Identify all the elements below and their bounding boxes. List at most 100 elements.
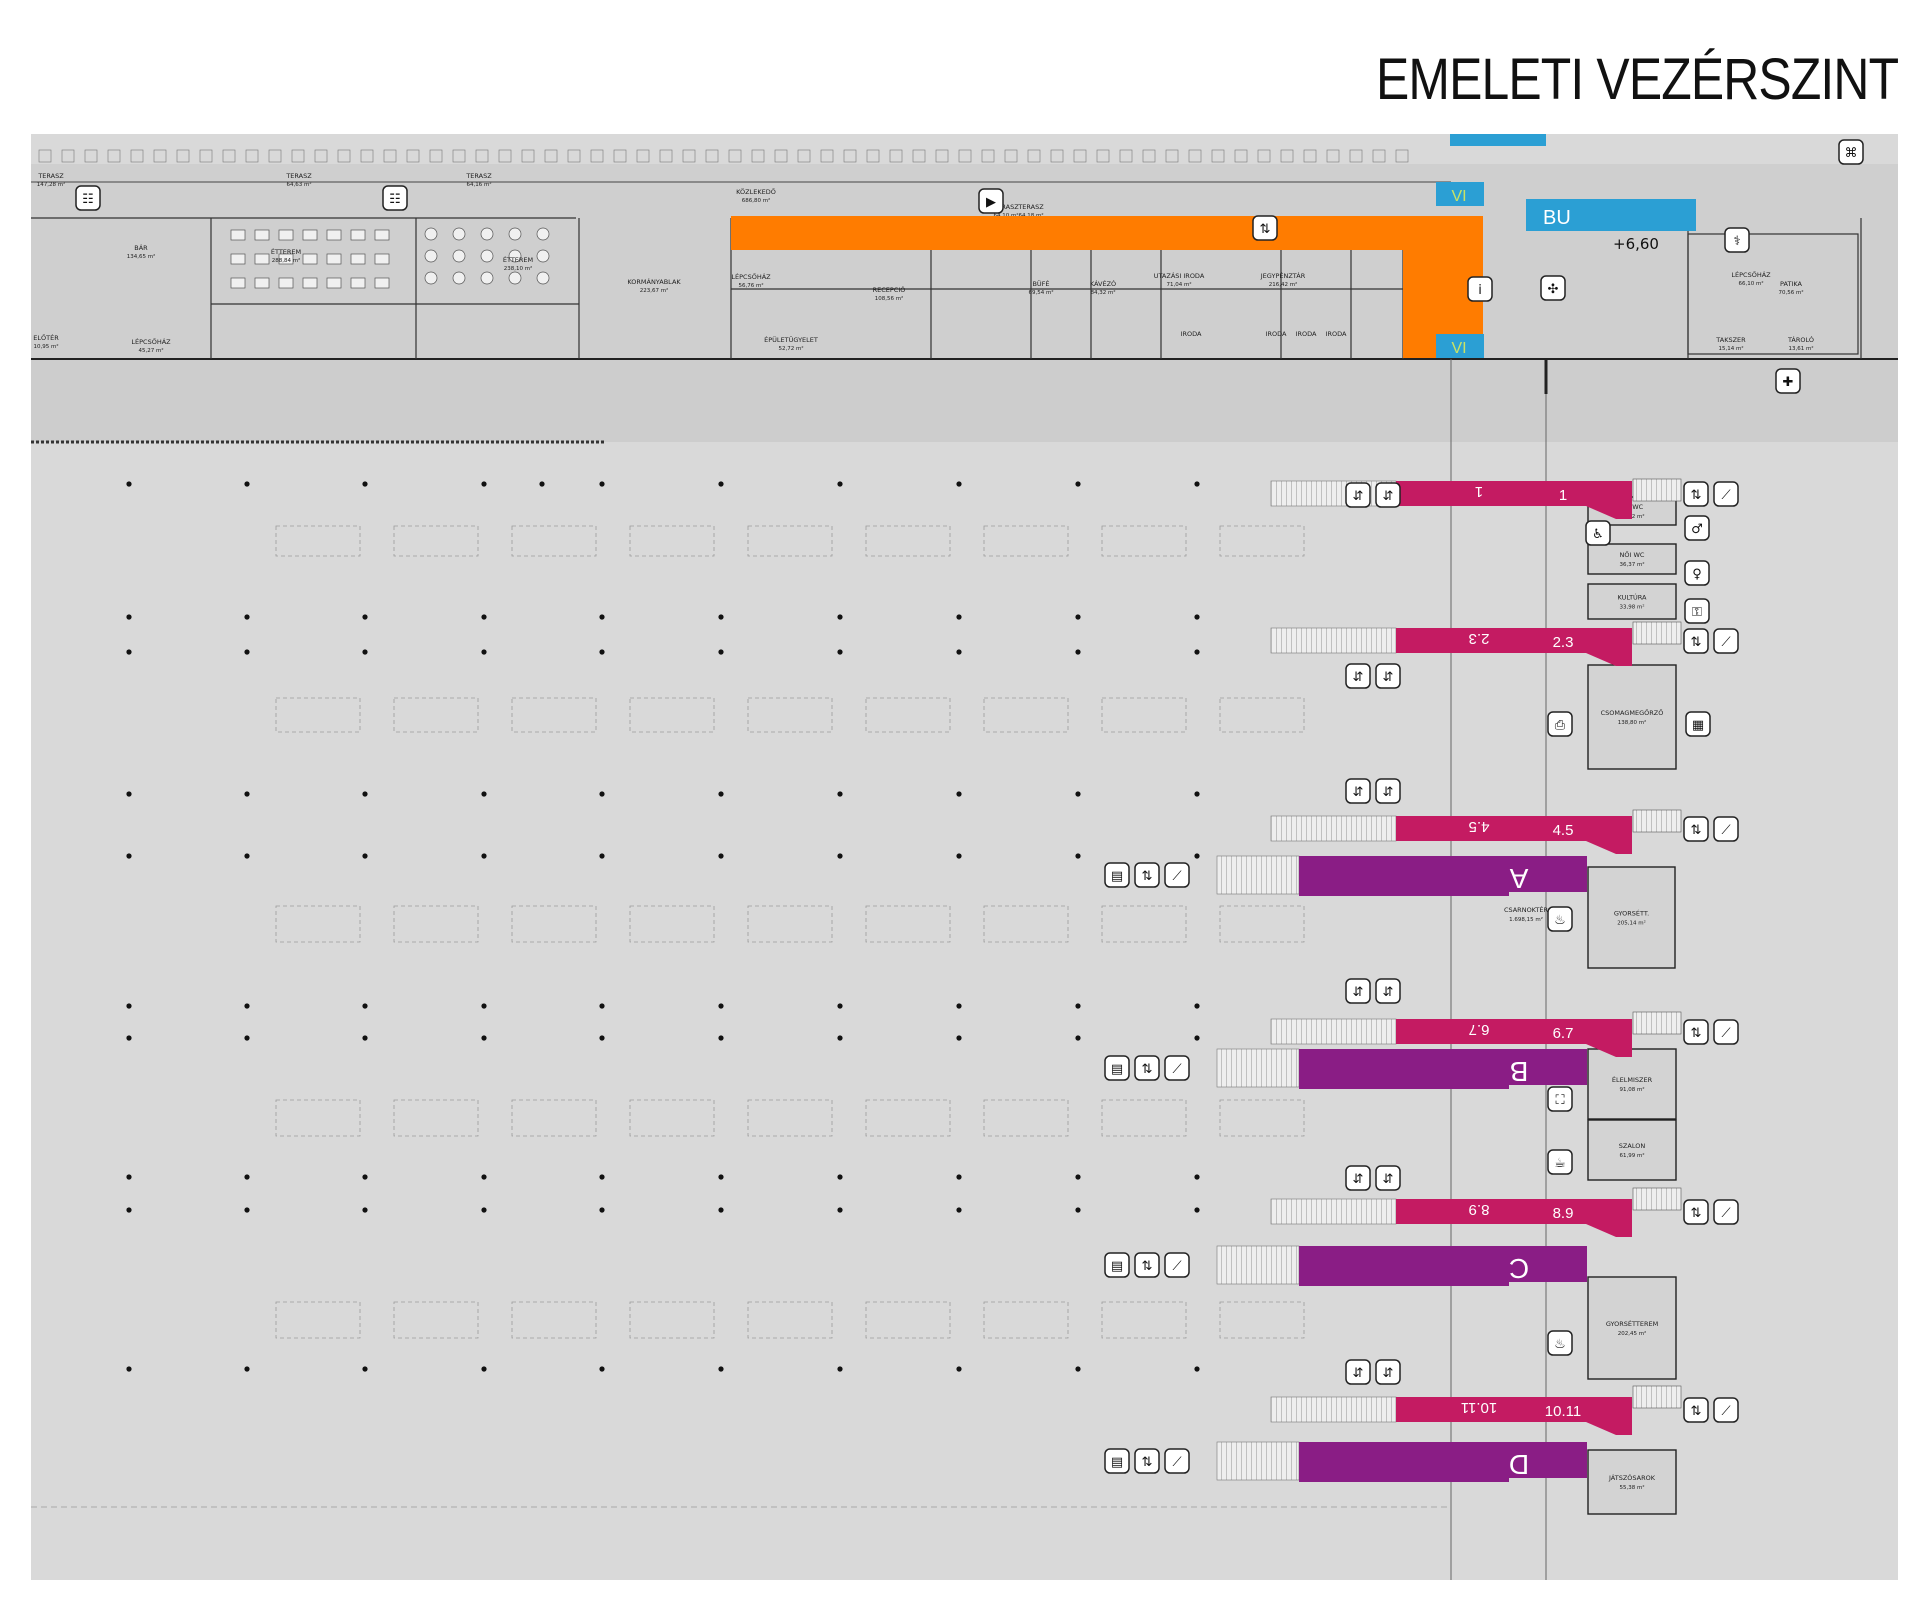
svg-text:KORMÁNYABLAK: KORMÁNYABLAK <box>627 277 681 286</box>
lift-icon: ▤ <box>1104 1252 1130 1278</box>
svg-text:64,63 m²: 64,63 m² <box>286 181 311 188</box>
parking-stall <box>629 525 715 557</box>
svg-text:56,76 m²: 56,76 m² <box>738 282 763 289</box>
svg-text:⇅: ⇅ <box>1691 823 1702 838</box>
svg-text:NŐI WC: NŐI WC <box>1620 550 1645 559</box>
svg-text:⇅: ⇅ <box>1142 869 1153 884</box>
structural-column <box>244 1035 250 1041</box>
parking-stall <box>747 1099 833 1137</box>
first-aid-icon: ✚ <box>1775 368 1801 394</box>
structural-column <box>1194 1174 1200 1180</box>
structural-column <box>837 1207 843 1213</box>
parking-stall <box>1219 905 1305 943</box>
structural-column <box>956 791 962 797</box>
svg-text:LÉPCSŐHÁZ: LÉPCSŐHÁZ <box>1731 270 1771 279</box>
svg-text:⇵: ⇵ <box>1353 985 1364 1000</box>
platform-ramp[interactable]: 2.3 2.3 <box>1270 627 1632 666</box>
structural-column <box>1194 1207 1200 1213</box>
svg-text:⇅: ⇅ <box>1691 635 1702 650</box>
svg-text:⟋: ⟋ <box>1721 1026 1731 1041</box>
svg-text:IRODA: IRODA <box>1266 330 1287 338</box>
structural-column <box>126 1035 132 1041</box>
svg-text:BÁR: BÁR <box>134 243 148 252</box>
bus-ramp[interactable]: D <box>1216 1441 1587 1482</box>
structural-column <box>1075 853 1081 859</box>
svg-text:64,10 m²: 64,10 m² <box>993 212 1018 219</box>
svg-text:D: D <box>1509 1449 1529 1480</box>
level-label: +6,60 <box>1613 235 1659 253</box>
structural-column <box>481 853 487 859</box>
parking-stall <box>629 905 715 943</box>
platform-ramp[interactable]: 8.9 8.9 <box>1270 1198 1632 1237</box>
svg-text:⇅: ⇅ <box>1691 1206 1702 1221</box>
svg-text:BÜFÉ: BÜFÉ <box>1032 279 1049 288</box>
svg-text:♨: ♨ <box>1554 913 1566 928</box>
parking-stall <box>983 1301 1069 1339</box>
parking-stall <box>865 905 951 943</box>
structural-column <box>1075 649 1081 655</box>
bus-sign <box>1526 199 1696 231</box>
svg-text:205,14 m²: 205,14 m² <box>1617 920 1646 927</box>
svg-text:⇅: ⇅ <box>1142 1455 1153 1470</box>
upper-building <box>31 164 1898 359</box>
parking-stall <box>983 1099 1069 1137</box>
bus-ramp[interactable]: A <box>1216 855 1587 896</box>
structural-column <box>956 1207 962 1213</box>
structural-column <box>362 614 368 620</box>
cafe-icon: ☕ <box>1547 1149 1573 1175</box>
svg-text:4.5: 4.5 <box>1553 822 1574 839</box>
structural-column <box>718 614 724 620</box>
structural-column <box>837 791 843 797</box>
upper-room-label: IRODA <box>1296 330 1317 338</box>
svg-text:JEGYPÉNZTÁR: JEGYPÉNZTÁR <box>1260 271 1306 280</box>
structural-column <box>599 1035 605 1041</box>
platform-ramp[interactable]: 6.7 6.7 <box>1270 1018 1632 1057</box>
svg-text:LÉPCSŐHÁZ: LÉPCSŐHÁZ <box>731 272 771 281</box>
side-room: CSOMAGMEGŐRZŐ 138,80 m² <box>1587 664 1677 770</box>
escalator-icon: ⇵ <box>1375 482 1401 508</box>
stairs-icon: ⟋ <box>1164 862 1190 888</box>
svg-text:TERASZ: TERASZ <box>465 172 492 180</box>
platform-ramp[interactable]: 10.11 10.11 <box>1270 1396 1632 1435</box>
bus-ramp[interactable]: C <box>1216 1245 1587 1286</box>
svg-text:61,99 m²: 61,99 m² <box>1619 1152 1644 1159</box>
svg-text:▦: ▦ <box>1692 718 1704 733</box>
structural-column <box>718 853 724 859</box>
info-icon: i <box>1467 276 1493 302</box>
svg-text:ÉTTEREM: ÉTTEREM <box>271 247 301 256</box>
svg-text:1: 1 <box>1475 483 1483 500</box>
parking-stall <box>393 1099 479 1137</box>
svg-text:⟋: ⟋ <box>1721 823 1731 838</box>
stairs-icon: ⟋ <box>1713 481 1739 507</box>
structural-column <box>126 1174 132 1180</box>
escalator-icon: ⇵ <box>1375 778 1401 804</box>
structural-column <box>481 649 487 655</box>
parking-stall <box>511 697 597 733</box>
platform-ramp[interactable]: 11 <box>1270 480 1632 519</box>
svg-text:686,80 m²: 686,80 m² <box>742 197 771 204</box>
structural-column <box>362 1207 368 1213</box>
escalator-icon: ⇵ <box>1345 1165 1371 1191</box>
shopping-cart-icon: ⛶ <box>1547 1086 1573 1112</box>
svg-text:⚕: ⚕ <box>1733 234 1740 249</box>
escalator-icon: ⇅ <box>1134 1448 1160 1474</box>
structural-column <box>244 1003 250 1009</box>
svg-text:⟋: ⟋ <box>1721 635 1731 650</box>
bus-ramp[interactable]: B <box>1216 1048 1587 1089</box>
svg-text:⇵: ⇵ <box>1353 785 1364 800</box>
structural-column <box>837 1035 843 1041</box>
platform-ramp[interactable]: 4.5 4.5 <box>1270 815 1632 854</box>
svg-text:▤: ▤ <box>1111 869 1123 884</box>
svg-text:⌘: ⌘ <box>1845 146 1858 161</box>
parking-stall <box>865 525 951 557</box>
structural-column <box>481 1207 487 1213</box>
svg-text:IRODA: IRODA <box>1326 330 1347 338</box>
structural-column <box>126 1003 132 1009</box>
svg-text:6.7: 6.7 <box>1469 1021 1490 1038</box>
svg-text:⇵: ⇵ <box>1383 785 1394 800</box>
plan-title: EMELETI VEZÉRSZINT <box>1375 47 1899 112</box>
structural-column <box>126 649 132 655</box>
